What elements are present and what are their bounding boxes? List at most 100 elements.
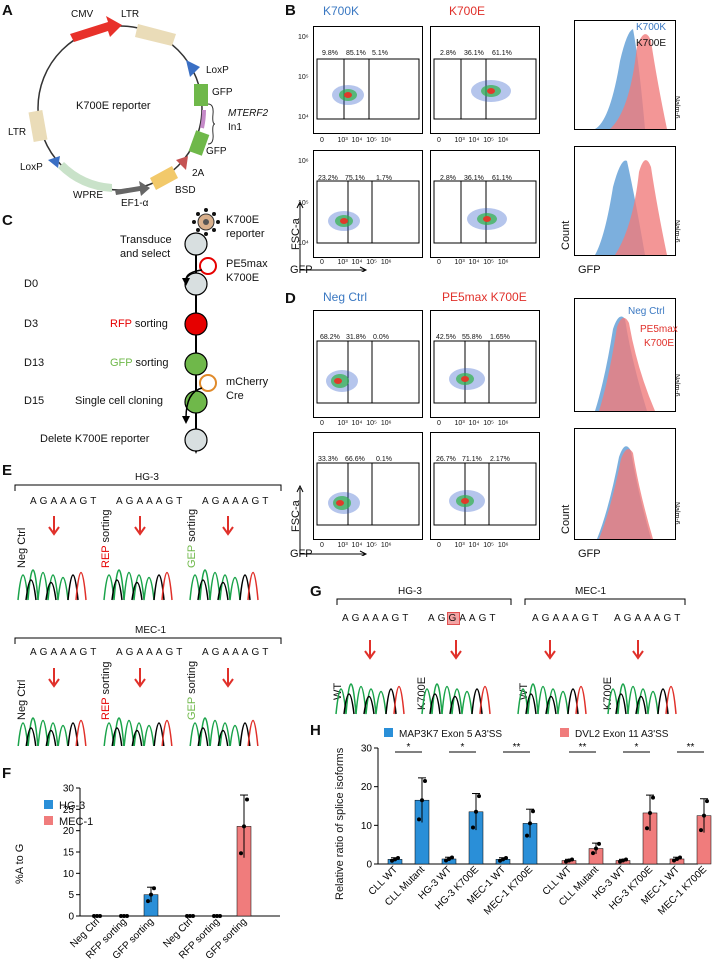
e-seq-5: AGAAAGT <box>116 647 186 658</box>
e-mec1-bracket <box>14 637 282 644</box>
y-tick-label: 10 <box>361 821 373 832</box>
wpre-block <box>58 162 112 192</box>
step-circle-d0 <box>184 272 208 296</box>
cmv-block <box>70 16 122 42</box>
panel-label-a: A <box>2 2 13 19</box>
c-transduce: Transduce <box>120 234 172 246</box>
d-r1-p1-g1: 68.2% <box>320 334 340 341</box>
e-seq-1: AGAAAGT <box>30 496 100 507</box>
b-flow-k700e-r1 <box>430 26 540 134</box>
data-point <box>396 855 400 860</box>
data-point <box>390 858 394 863</box>
c-d15: D15 <box>24 395 45 407</box>
d-flow-pe5-r2 <box>430 432 540 540</box>
c-rfp-sorting: RFP sorting <box>110 318 168 330</box>
c-mcherry: mCherry <box>226 376 269 388</box>
ltr-left-label: LTR <box>8 127 27 138</box>
e-mec1-title: MEC-1 <box>135 625 167 636</box>
data-point <box>149 892 153 897</box>
data-point <box>624 857 628 862</box>
d-axis-arrows <box>296 484 368 556</box>
c-delete: Delete K700E reporter <box>40 433 150 445</box>
data-point <box>564 859 568 864</box>
data-point <box>393 857 397 862</box>
step-circle-d3 <box>184 312 208 336</box>
step-circle-d13 <box>184 352 208 376</box>
loxp-right-label: LoxP <box>206 65 229 76</box>
e-seq-6: AGAAAGT <box>202 647 272 658</box>
data-point <box>525 833 529 838</box>
data-point <box>675 856 679 861</box>
d-xticks-r1b: 0 10³ 10⁴ 10⁵ 10⁶ <box>437 420 509 427</box>
bsd-block <box>150 166 178 190</box>
c-d0: D0 <box>24 278 39 290</box>
ef1a-label: EF1-α <box>121 198 149 209</box>
g-mec1-bracket <box>524 598 686 605</box>
b-cell-1: Nalm-6 <box>673 96 680 119</box>
c-d13: D13 <box>24 357 45 369</box>
d-r2-p2-g2: 71.1% <box>462 456 482 463</box>
b-r2-p1-g1: 23.2% <box>318 175 338 182</box>
h-legend-2: DVL2 Exon 11 A3'SS <box>560 728 668 740</box>
data-point <box>651 795 655 800</box>
data-point <box>242 824 246 829</box>
d-col1-title: Neg Ctrl <box>323 290 368 304</box>
y-tick-label: 5 <box>68 890 74 901</box>
data-point <box>444 858 448 863</box>
data-point <box>423 779 427 784</box>
b-flow-k700k-r2 <box>313 150 423 258</box>
ltr-top-block <box>135 24 176 46</box>
data-point <box>621 858 625 863</box>
loxp-right-block <box>186 60 200 77</box>
b-r2-p2-g1: 2.8% <box>440 175 456 182</box>
d-r1-p2-g1: 42.5% <box>436 334 456 341</box>
ef1a-block <box>115 181 150 196</box>
b-col1-title: K700K <box>323 4 360 18</box>
b-xticks-r2b: 0 10³ 10⁴ 10⁵ 10⁶ <box>437 259 509 266</box>
2a-label: 2A <box>192 168 205 179</box>
b-cell-2: Nalm-6 <box>673 220 680 243</box>
d-r2-p2-g3: 2.17% <box>490 456 510 463</box>
data-point <box>122 914 126 918</box>
b-ytick-5: 10⁵ <box>298 200 309 207</box>
bsd-label: BSD <box>175 185 196 196</box>
data-point <box>474 809 478 814</box>
d-r1-p2-g3: 1.65% <box>490 334 510 341</box>
x-tick-label: MEC-1 K700E <box>482 864 535 917</box>
data-point <box>591 851 595 856</box>
d-xticks-r1a: 0 10³ 10⁴ 10⁵ 10⁶ <box>320 420 392 427</box>
d-r2-p1-g2: 66.6% <box>345 456 365 463</box>
d-legend-2b: K700E <box>644 338 675 349</box>
b-r1-p1-g3: 5.1% <box>372 50 388 57</box>
panel-label-e: E <box>2 462 13 479</box>
panel-label-b: B <box>285 2 296 19</box>
data-point <box>567 858 571 863</box>
b-flow-k700e-r2 <box>430 150 540 258</box>
data-point <box>239 851 243 856</box>
y-tick-label: 25 <box>63 805 75 816</box>
c-d3: D3 <box>24 318 39 330</box>
panel-label-c: C <box>2 212 13 229</box>
cmv-label: CMV <box>71 9 94 20</box>
d-flow-pe5-r1 <box>430 310 540 418</box>
b-r1-p2-g2: 36.1% <box>464 50 484 57</box>
gfp1-label: GFP <box>212 87 233 98</box>
c-pe5max: PE5max <box>226 258 268 270</box>
data-point <box>218 914 222 918</box>
significance-label: ** <box>513 742 521 753</box>
data-point <box>699 828 703 833</box>
data-point <box>504 855 508 860</box>
d-flow-neg-r1 <box>313 310 423 418</box>
h-legend-1: MAP3K7 Exon 5 A3'SS <box>384 728 502 740</box>
mterf2-brace <box>207 103 216 145</box>
data-point <box>597 841 601 846</box>
significance-label: * <box>635 742 639 753</box>
d-hist-xlabel: GFP <box>578 548 601 560</box>
data-point <box>672 858 676 863</box>
g-seq-1: AGAAAGT <box>342 613 412 624</box>
x-tick-label: MEC-1 K700E <box>656 864 709 917</box>
y-tick-label: 30 <box>63 784 75 795</box>
gfp1-block <box>194 84 208 106</box>
b-ytick-2: 10⁵ <box>298 74 309 81</box>
data-point <box>125 914 129 918</box>
